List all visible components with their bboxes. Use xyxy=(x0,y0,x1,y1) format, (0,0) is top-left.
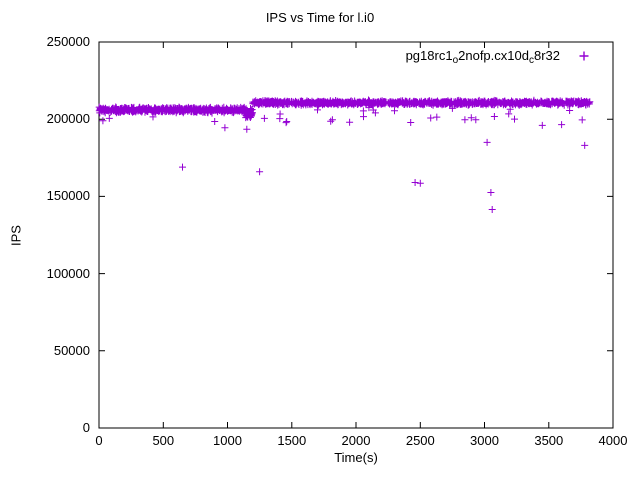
y-tick-label: 0 xyxy=(82,420,90,435)
y-tick-label: 100000 xyxy=(46,265,90,281)
x-tick-label: 2000 xyxy=(341,433,371,448)
x-tick-label: 4000 xyxy=(598,433,628,448)
y-tick-label: 250000 xyxy=(46,34,90,49)
x-tick-label: 1000 xyxy=(213,433,242,448)
x-tick-label: 1500 xyxy=(277,433,307,448)
legend-label: pg18rc1o2nofp.cx10dc8r32 xyxy=(405,48,560,66)
y-tick-label: 200000 xyxy=(46,111,90,127)
legend: pg18rc1o2nofp.cx10dc8r32 xyxy=(405,48,590,66)
x-tick-label: 500 xyxy=(152,433,175,448)
axis-ticks xyxy=(98,41,614,429)
x-axis-label: Time(s) xyxy=(334,450,378,465)
scatter-points xyxy=(95,96,594,213)
chart-title: IPS vs Time for l.i0 xyxy=(265,10,375,25)
y-axis-label: IPS xyxy=(8,225,24,246)
x-tick-label: 3500 xyxy=(534,433,564,448)
legend-plus-marker xyxy=(579,51,589,60)
x-tick-label: 3000 xyxy=(470,433,499,448)
y-tick-label: 150000 xyxy=(46,188,90,204)
x-tick-label: 0 xyxy=(95,433,103,448)
y-tick-label: 50000 xyxy=(53,342,90,358)
x-tick-label: 2500 xyxy=(405,433,435,448)
